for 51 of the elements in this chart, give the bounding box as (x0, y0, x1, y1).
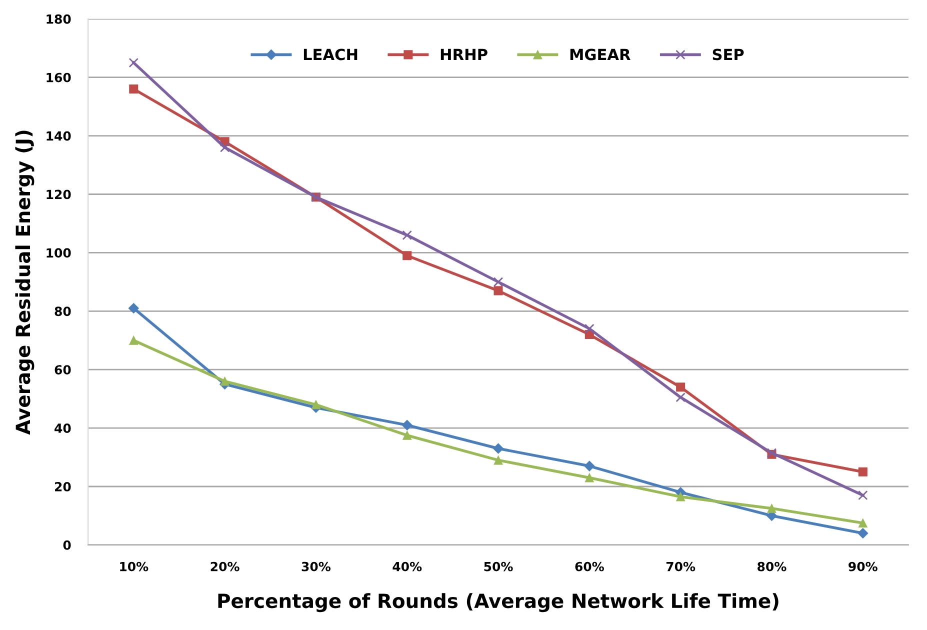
point (128, 58, 139, 68)
y-tick-label: 40 (54, 424, 71, 433)
point (402, 430, 412, 440)
point (584, 473, 594, 482)
point (494, 286, 503, 296)
x-tick-label: 90% (848, 562, 878, 572)
point (858, 490, 868, 500)
point (858, 528, 868, 539)
y-tick-label: 0 (63, 540, 71, 550)
y-tick-label: 20 (54, 482, 71, 492)
y-tick-label: 160 (46, 72, 71, 82)
point (676, 392, 686, 402)
y-tick-label: 120 (46, 190, 71, 200)
point (311, 400, 320, 410)
legend-label: LEACH (304, 48, 358, 60)
point (220, 376, 230, 386)
x-tick-label: 80% (758, 562, 786, 572)
y-tick-label: 60 (54, 365, 71, 375)
x-tick-label: 30% (302, 562, 331, 572)
x-tick-label: 50% (484, 562, 513, 572)
x-tick-label: 10% (120, 562, 148, 572)
y-tick-label: 180 (46, 14, 71, 24)
point (402, 251, 412, 260)
point (584, 324, 594, 334)
y-tick-label: 100 (46, 248, 71, 258)
point (858, 467, 868, 476)
point (129, 336, 138, 345)
x-tick-label: 60% (575, 562, 604, 572)
point (584, 460, 595, 472)
x-tick-label: 20% (210, 562, 240, 572)
point (493, 277, 504, 287)
x-tick-label: 40% (392, 562, 422, 572)
point (676, 382, 686, 392)
point (858, 518, 868, 528)
point (402, 230, 412, 240)
point (767, 504, 776, 513)
y-tick-label: 80 (54, 306, 71, 316)
legend-label: HRHP (440, 48, 488, 60)
point (402, 420, 412, 430)
point (494, 456, 503, 465)
legend-label: MGEAR (570, 48, 630, 60)
point (676, 492, 686, 502)
point (129, 84, 138, 94)
point (128, 302, 139, 314)
point (493, 443, 504, 454)
legend-label: SEP (712, 48, 744, 60)
point (220, 142, 230, 152)
y-axis-title: Average Residual Energy (J) (15, 130, 34, 435)
x-tick-label: 70% (666, 562, 696, 572)
x-axis-title: Percentage of Rounds (Average Network Life Time) (218, 593, 778, 612)
y-tick-label: 140 (46, 131, 71, 141)
